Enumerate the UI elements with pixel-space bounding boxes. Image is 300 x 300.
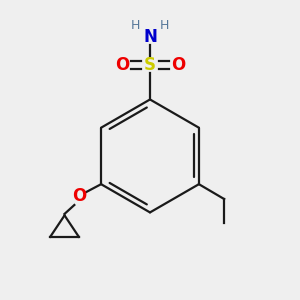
Text: H: H <box>160 19 170 32</box>
Text: O: O <box>115 56 129 74</box>
Text: H: H <box>130 19 140 32</box>
Text: O: O <box>72 187 86 205</box>
Text: S: S <box>144 56 156 74</box>
Text: N: N <box>143 28 157 46</box>
Text: O: O <box>171 56 185 74</box>
